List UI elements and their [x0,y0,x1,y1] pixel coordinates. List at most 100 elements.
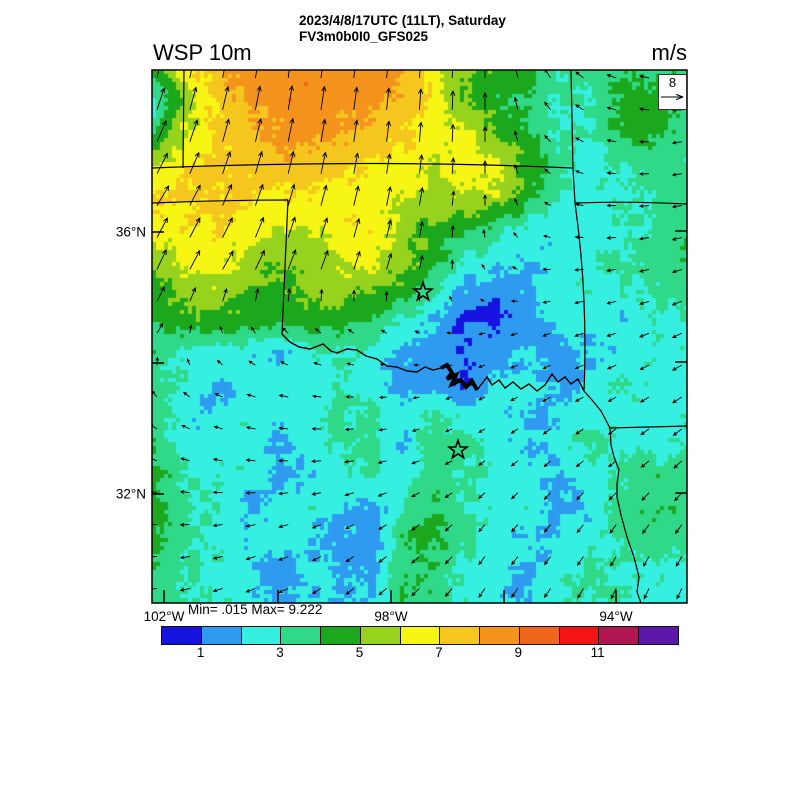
wind-arrow [514,163,519,174]
wind-arrow [450,123,456,142]
wind-arrow [542,396,551,402]
wind-arrow [314,328,322,334]
wind-arrow [380,329,387,334]
wind-arrow [642,556,650,567]
wind-arrow [311,459,322,464]
wind-arrow [544,588,551,598]
wind-arrow [278,393,289,398]
wind-arrow [351,289,357,302]
wind-arrow [577,588,584,599]
title-block: 2023/4/8/17UTC (11LT), Saturday FV3m0b0I… [299,13,506,45]
wind-arrow [418,186,425,206]
wind-arrow [254,117,263,142]
wind-arrow [450,90,456,110]
wind-arrow [481,263,486,270]
wind-arrow [575,460,584,468]
map-frame [151,69,688,604]
wind-arrow [212,523,223,528]
wind-arrow [320,70,323,79]
colorbar-segment [599,627,640,644]
wind-arrow [642,524,650,535]
state-borders [152,70,687,603]
wind-arrow [671,237,682,241]
wind-arrow [311,492,322,496]
wind-arrow [287,117,295,142]
wind-arrow [378,588,387,596]
wind-arrow [574,268,584,272]
lon-tick-label: 98°W [374,609,408,624]
wind-arrow [179,587,190,592]
wind-arrow [606,332,617,338]
wind-arrow [542,428,551,435]
wind-arrow [278,458,289,463]
wind-arrow [450,157,456,174]
wind-arrow [343,459,354,464]
wind-arrow [607,396,617,402]
wind-arrow [607,428,617,435]
red-river-border [281,333,442,373]
wind-arrow [484,70,486,78]
wind-arrow [606,171,617,175]
wind-arrow [212,587,223,593]
wind-arrow [156,87,166,111]
colorbar-segment [281,627,322,644]
wind-arrow [411,428,420,432]
wind-arrow [510,364,518,369]
wind-arrow [510,460,519,467]
wind-arrow [513,96,519,110]
wind-arrow [311,426,322,431]
state-border-ok-panhandle-36-5n [152,199,289,204]
wind-arrow [411,524,420,531]
wind-arrow [246,393,256,398]
wind-arrow [515,70,519,79]
wind-arrow [377,492,387,497]
wind-arrow [638,268,650,273]
wind-arrow [379,362,387,367]
wind-arrow [353,152,360,174]
wind-arrow [344,427,354,432]
wind-arrow [478,396,486,401]
wind-arrow [482,228,486,238]
wind-arrow [311,588,322,594]
wind-arrow [418,254,424,270]
colorbar-segment [360,627,401,644]
wind-arrow [411,556,420,564]
minmax-label: Min= .015 Max= 9.222 [188,602,323,617]
wind-arrow [418,121,424,142]
wind-arrow [609,524,617,534]
wind-arrow [542,267,551,272]
wind-arrow [511,556,519,566]
wind-arrow [254,85,262,110]
wind-arrow [279,361,289,366]
wind-arrow [445,396,453,400]
colorbar-segment [480,627,520,644]
wind-arrow [152,424,158,430]
wind-arrow [278,491,289,496]
state-border-ks-ok-37n [152,162,573,169]
colorbar-tick-label: 9 [514,645,522,660]
wind-arrow [514,197,519,206]
wind-arrow [345,395,354,399]
colorbar-segment [519,627,560,644]
wind-arrow [386,252,393,270]
wind-arrow [672,428,683,437]
wind-arrow [676,588,683,600]
wind-arrow [311,524,322,529]
wind-arrow [672,364,683,371]
wind-arrow [482,160,488,174]
colorbar-tick-label: 7 [435,645,443,660]
wind-arrow [640,460,650,468]
wind-arrow [444,588,453,598]
wind-arrow [606,74,617,79]
wind-arrow [673,460,683,469]
wind-arrow [610,556,617,567]
wind-arrow [188,324,193,334]
wind-arrow [444,492,453,499]
wind-arrow [414,330,420,334]
wind-arrow [320,118,327,142]
wind-arrow [542,332,551,337]
colorbar-segment [639,627,678,644]
wind-arrow [671,268,682,274]
wind-arrow [543,460,551,468]
wind-arrow [410,492,420,498]
